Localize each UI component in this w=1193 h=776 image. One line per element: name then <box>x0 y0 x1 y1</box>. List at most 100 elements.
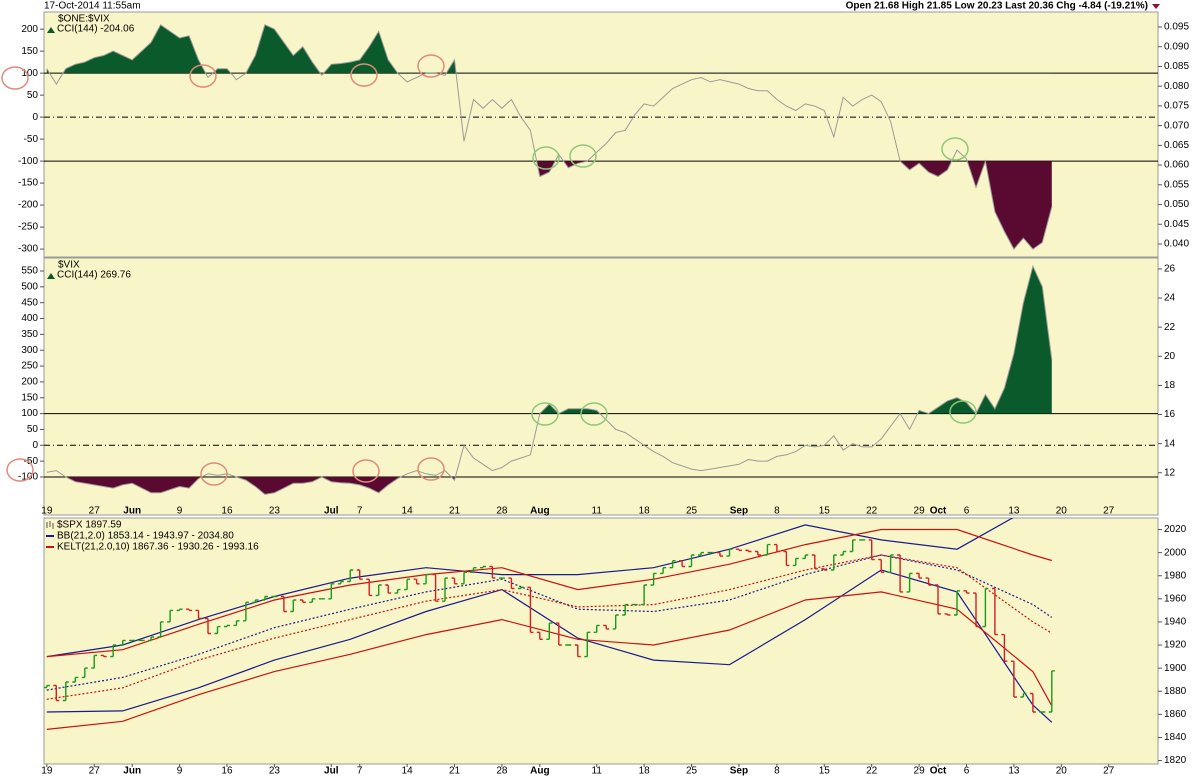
price-bar <box>783 550 790 567</box>
price-bar <box>470 567 477 573</box>
y2-tick-label: 14 <box>1164 438 1176 449</box>
y2-tick-label: 0.040 <box>1164 239 1189 250</box>
annotation-circle <box>189 64 217 88</box>
x-tick-label-top: 13 <box>1008 506 1020 517</box>
x-tick-label-top: Jun <box>123 506 141 517</box>
x-tick-label: 27 <box>89 766 101 776</box>
price-bar <box>148 636 155 642</box>
chart-date: 17-Oct-2014 11:55am <box>44 1 141 12</box>
price-bar <box>935 584 941 615</box>
cci-fill-above <box>539 266 1052 414</box>
price-bar <box>299 599 306 603</box>
price-bar <box>821 568 828 571</box>
x-tick-label: 27 <box>1103 766 1115 776</box>
price-bar <box>404 578 411 591</box>
annotation-circle <box>1 66 29 90</box>
y-tick-label: 200 <box>21 24 38 35</box>
price-bar <box>1010 660 1017 698</box>
menu-arrow[interactable] <box>1152 4 1160 9</box>
price-bar <box>432 573 439 602</box>
x-tick-label: Aug <box>530 766 549 776</box>
x-tick-label-top: Aug <box>530 506 549 517</box>
annotation-circle <box>200 462 228 486</box>
legend-icon <box>46 521 54 529</box>
y2-tick-label: 0.060 <box>1164 160 1189 171</box>
panel-background <box>43 257 1159 516</box>
y-tick-label: 1920 <box>1164 640 1187 651</box>
y2-tick-label: 18 <box>1164 380 1176 391</box>
y-tick-label: 100 <box>21 408 38 419</box>
annotation-circle <box>941 137 969 161</box>
price-bar <box>982 587 989 628</box>
x-tick-label-top: 9 <box>177 506 183 517</box>
band-line <box>46 554 1053 691</box>
y2-tick-label: 0.050 <box>1164 199 1189 210</box>
price-bar <box>593 624 600 633</box>
price-bar <box>726 548 733 557</box>
price-bar <box>480 565 486 569</box>
legend-label: BB(21,2.0) 1853.14 - 1943.97 - 2034.80 <box>57 531 234 542</box>
price-bar <box>574 644 581 658</box>
y-tick-label: 350 <box>21 329 38 340</box>
price-bar <box>773 543 780 553</box>
price-bar <box>62 681 69 702</box>
price-bar <box>442 577 448 602</box>
y2-tick-label: 26 <box>1164 264 1176 275</box>
y-tick-label: 1900 <box>1164 663 1187 674</box>
price-bar <box>205 617 211 635</box>
x-tick-label-top: 27 <box>1103 506 1115 517</box>
x-tick-label-top: 15 <box>819 506 831 517</box>
price-bar <box>963 590 970 594</box>
price-bar <box>242 601 249 622</box>
cci-fill-below <box>46 476 1052 495</box>
price-bar <box>100 654 107 658</box>
y2-tick-label: 22 <box>1164 322 1176 333</box>
y-tick-label: 2020 <box>1164 524 1187 535</box>
price-bar <box>546 622 553 640</box>
price-bar <box>536 631 543 640</box>
x-tick-label-top: 28 <box>496 506 508 517</box>
price-bar <box>991 587 998 636</box>
annotation-circle <box>569 144 597 168</box>
y2-tick-label: 24 <box>1164 293 1176 304</box>
legend-label: CCI(144) 269.76 <box>57 270 131 281</box>
price-bar <box>906 572 913 593</box>
x-tick-label-top: 19 <box>41 506 53 517</box>
x-tick-label: 18 <box>639 766 651 776</box>
price-bar <box>764 543 771 556</box>
y-tick-label: 1820 <box>1164 755 1187 766</box>
y-tick-label: -50 <box>24 134 39 145</box>
price-bar <box>451 577 458 585</box>
x-tick-label-top: 16 <box>221 506 233 517</box>
y-tick-label: 0 <box>32 440 38 451</box>
band-line <box>46 591 1053 730</box>
price-bar <box>584 631 591 658</box>
x-tick-label-top: 25 <box>686 506 698 517</box>
y-tick-label: 1980 <box>1164 570 1187 581</box>
price-bar <box>868 539 875 561</box>
price-bar <box>887 554 894 573</box>
price-bar <box>1001 633 1008 662</box>
panel-title: $ONE:$VIX <box>58 14 110 25</box>
y2-tick-label: 0.045 <box>1164 219 1189 230</box>
price-bar <box>290 599 297 613</box>
x-tick-label-top: 20 <box>1056 506 1068 517</box>
y-tick-label: 450 <box>21 297 38 308</box>
price-bar <box>925 577 932 586</box>
price-bar <box>954 590 960 616</box>
annotation-circle <box>352 459 380 483</box>
y-tick-label: 2000 <box>1164 547 1187 558</box>
annotation-circle <box>532 146 560 170</box>
x-tick-label-top: 21 <box>449 506 461 517</box>
y-tick-label: 500 <box>21 281 38 292</box>
price-bar <box>830 554 837 571</box>
price-bar <box>878 558 885 573</box>
x-tick-label: 15 <box>819 766 831 776</box>
annotation-circle <box>531 402 559 426</box>
y-tick-label: 200 <box>21 377 38 388</box>
x-tick-label: Jul <box>324 766 339 776</box>
legend-icon <box>47 273 55 279</box>
price-bar <box>375 584 382 597</box>
